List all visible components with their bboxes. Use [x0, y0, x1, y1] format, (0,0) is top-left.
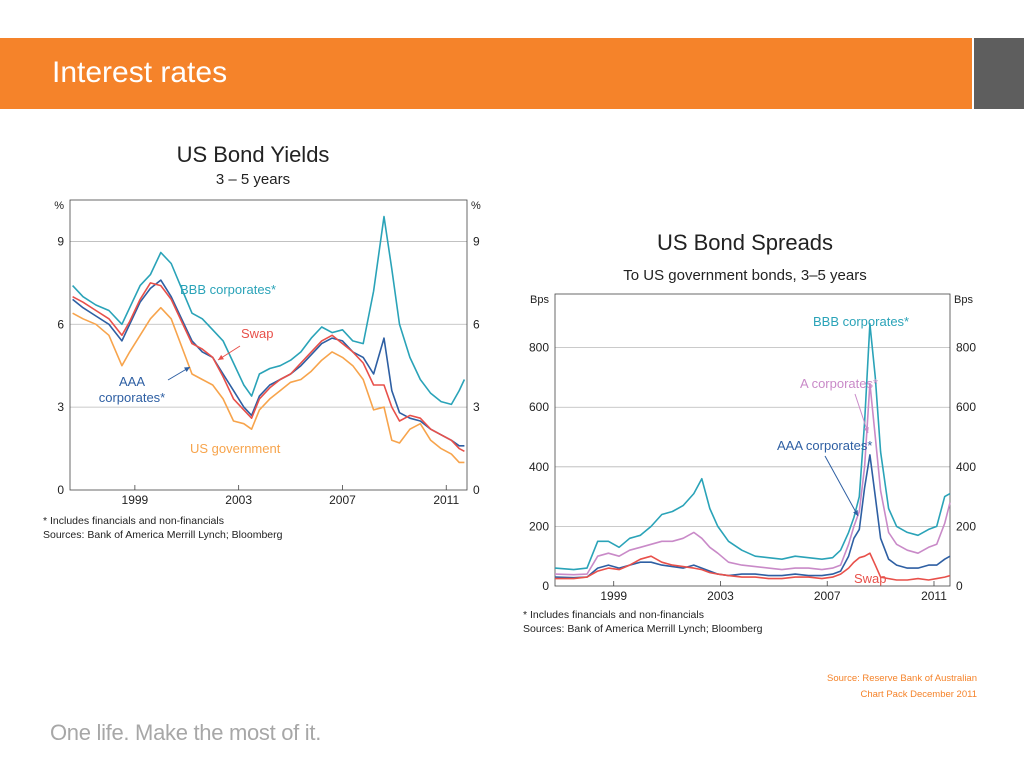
y-tick-label-right: 3 [473, 400, 480, 414]
annotation-arrow [824, 455, 859, 517]
y-tick-label-left: 6 [57, 317, 64, 331]
tagline: One life. Make the most of it. [50, 720, 322, 745]
series-annotation: Swap [241, 326, 274, 341]
chart-footnote: * Includes financials and non-financials [43, 515, 224, 527]
series-annotation: corporates* [99, 390, 165, 405]
series-line-swap [72, 282, 465, 453]
y-tick-label-right: 800 [956, 341, 976, 355]
annotation-arrowhead [218, 354, 224, 360]
x-tick-label: 1999 [122, 493, 149, 507]
series-annotation: US government [190, 441, 281, 456]
x-tick-label: 2011 [921, 589, 947, 603]
y-tick-label-left: 400 [529, 460, 549, 474]
chart2-title: US Bond Spreads [656, 230, 834, 255]
plot-frame [554, 293, 951, 587]
x-tick-label: 2007 [329, 493, 356, 507]
annotation-arrowhead [853, 510, 858, 516]
y-tick-label-right: 0 [956, 579, 963, 593]
y-unit-right: Bps [954, 294, 973, 306]
series-annotation: BBB corporates* [813, 314, 909, 329]
annotation-arrowhead [863, 427, 869, 433]
series-annotation: BBB corporates* [180, 282, 276, 297]
series-annotation: Swap [854, 571, 887, 586]
chart1-title: US Bond Yields [176, 142, 330, 167]
x-tick-label: 2007 [814, 589, 841, 603]
series-annotation: AAA [119, 374, 145, 389]
x-tick-label: 2003 [707, 589, 734, 603]
bond-spreads-chart: 1999 2003 2007 2011 0 0 200 200 400 400 600 600 800 8… [523, 293, 976, 635]
header-side-block [974, 38, 1024, 109]
chart1-subtitle: 3 – 5 years [215, 171, 291, 188]
header-bar [0, 38, 972, 109]
x-tick-label: 2011 [433, 493, 459, 507]
chart-sources: Sources: Bank of America Merrill Lynch; … [523, 623, 763, 635]
chart2-subtitle: To US government bonds, 3–5 years [623, 267, 867, 284]
series-line-us-government [72, 306, 465, 464]
annotation-arrowhead [184, 367, 190, 372]
series-line-swap [555, 552, 951, 581]
series-line-aaa-corporates [72, 279, 465, 447]
series-line-aaa-corporates [554, 454, 951, 579]
y-tick-label-left: 9 [57, 234, 64, 248]
source-line-2: Chart Pack December 2011 [860, 689, 977, 700]
source-line-1: Source: Reserve Bank of Australian [827, 673, 977, 684]
source-note: Source: Reserve Bank of Australian Chart… [827, 671, 977, 703]
y-tick-label-left: 800 [529, 341, 549, 355]
annotation-arrow [854, 393, 869, 434]
y-unit-left: % [54, 200, 64, 212]
y-tick-label-right: 6 [473, 317, 480, 331]
y-tick-label-right: 0 [473, 483, 480, 497]
series-annotation: A corporates* [800, 376, 878, 391]
y-tick-label-left: 600 [529, 400, 549, 414]
series-annotation: AAA corporates* [777, 438, 872, 453]
y-tick-label-left: 200 [529, 519, 549, 533]
y-tick-label-right: 400 [956, 460, 976, 474]
y-tick-label-right: 200 [956, 519, 976, 533]
y-tick-label-left: 3 [57, 400, 64, 414]
plot-frame [69, 199, 468, 491]
chart-footnote: * Includes financials and non-financials [523, 609, 704, 621]
y-unit-left: Bps [530, 294, 549, 306]
x-tick-label: 2003 [225, 493, 252, 507]
y-unit-right: % [471, 200, 481, 212]
x-tick-label: 1999 [600, 589, 627, 603]
slide-title: Interest rates [52, 56, 228, 89]
y-tick-label-left: 0 [542, 579, 549, 593]
series-line-bbb-corporates [554, 322, 951, 571]
y-tick-label-left: 0 [57, 483, 64, 497]
y-tick-label-right: 600 [956, 400, 976, 414]
series-line-a-corporates [554, 382, 951, 576]
chart-sources: Sources: Bank of America Merrill Lynch; … [43, 529, 283, 541]
series-line-bbb-corporates [72, 215, 466, 406]
y-tick-label-right: 9 [473, 234, 480, 248]
bond-yields-chart: 1999 2003 2007 2011 0 0 3 3 6 6 9 9% % BBB corporates… [43, 199, 481, 541]
